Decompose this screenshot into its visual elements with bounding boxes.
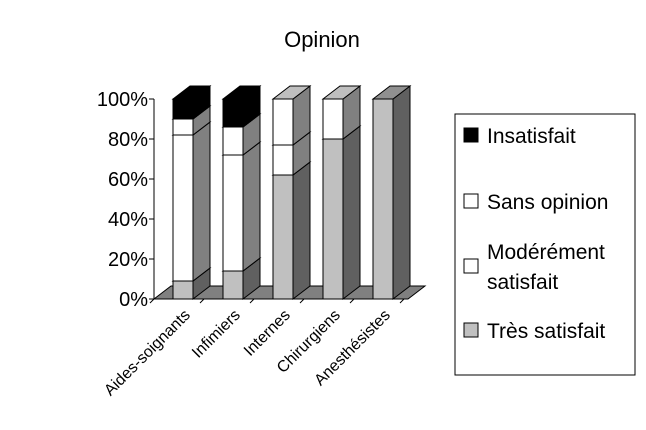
x-tick-label-aides-soignants: Aides-soignants [101, 307, 194, 400]
chart-title: Opinion [284, 27, 360, 52]
bar-chirurgiens-sans-opinion [321, 84, 362, 141]
y-tick-label: 80% [108, 129, 148, 151]
y-tick-label: 100% [97, 89, 148, 111]
bar-anesthesistes-tres-satisfait-front [372, 98, 394, 300]
bar-aides-soignants-moderement-satisfait-front [172, 134, 194, 282]
legend-swatch-moderement-satisfait [463, 258, 479, 274]
legend-label-sans-opinion: Sans opinion [487, 191, 608, 214]
x-tick-mark [349, 298, 355, 304]
bar-infimiers-insatisfait-top [221, 85, 262, 100]
bar-infimiers-insatisfait [221, 84, 262, 129]
legend-label-insatisfait: Insatisfait [487, 125, 576, 148]
bar-chirurgiens-tres-satisfait [321, 124, 362, 301]
bar-internes-sans-opinion-front [272, 98, 294, 146]
bar-infimiers-insatisfait-front [222, 98, 244, 128]
bar-aides-soignants-moderement-satisfait-side [192, 120, 211, 283]
x-tick-mark [399, 298, 405, 304]
x-tick-mark [299, 298, 305, 304]
bar-internes-tres-satisfait [271, 160, 312, 301]
bar-aides-soignants-insatisfait [171, 84, 212, 121]
bar-anesthesistes-tres-satisfait [371, 84, 412, 301]
x-tick-label-infimiers: Infimiers [189, 307, 244, 362]
bar-infimiers-sans-opinion-front [222, 126, 244, 156]
bar-internes-tres-satisfait-front [272, 174, 294, 300]
legend-swatch-sans-opinion [463, 193, 479, 209]
y-tick-label: 0% [119, 289, 148, 311]
y-tick-label: 60% [108, 169, 148, 191]
bar-infimiers-moderement-satisfait-side [242, 140, 261, 273]
legend-label-tres-satisfait: Très satisfait [487, 320, 605, 343]
legend-swatch-tres-satisfait [463, 322, 479, 338]
bar-chirurgiens-sans-opinion-top [321, 85, 362, 100]
bar-internes-sans-opinion-top [271, 85, 312, 100]
bar-aides-soignants-insatisfait-front [172, 98, 194, 120]
bar-infimiers-moderement-satisfait [221, 140, 262, 273]
bar-chirurgiens-tres-satisfait-front [322, 138, 344, 300]
bar-chirurgiens-tres-satisfait-side [342, 124, 361, 301]
bar-infimiers-moderement-satisfait-front [222, 154, 244, 272]
plot-area: 0% 20% 40% 60% 80% 100% Aides-soignantsInfimie… [97, 84, 427, 400]
x-tick-mark [149, 298, 155, 304]
bar-infimiers-tres-satisfait-front [222, 270, 244, 300]
bar-internes-tres-satisfait-side [292, 160, 311, 301]
bar-aides-soignants-insatisfait-top [171, 85, 212, 100]
bar-anesthesistes-tres-satisfait-top [371, 85, 412, 100]
y-tick-label: 20% [108, 249, 148, 271]
y-tick-label: 40% [108, 209, 148, 231]
bar-aides-soignants-moderement-satisfait [171, 120, 212, 283]
bar-internes-moderement-satisfait-front [272, 144, 294, 176]
bar-aides-soignants-tres-satisfait-front [172, 280, 194, 300]
legend-box [454, 113, 636, 376]
bar-aides-soignants-sans-opinion-front [172, 118, 194, 136]
legend: Insatisfait Sans opinion Modérément satisfa… [454, 113, 636, 376]
x-tick-mark [199, 298, 205, 304]
bar-internes-sans-opinion [271, 84, 312, 147]
x-tick-mark [249, 298, 255, 304]
legend-label-moderement-satisfait: Modérément satisfait [487, 241, 605, 294]
bar-chirurgiens-sans-opinion-front [322, 98, 344, 140]
legend-swatch-insatisfait [463, 127, 479, 143]
bar-anesthesistes-tres-satisfait-side [392, 84, 411, 301]
